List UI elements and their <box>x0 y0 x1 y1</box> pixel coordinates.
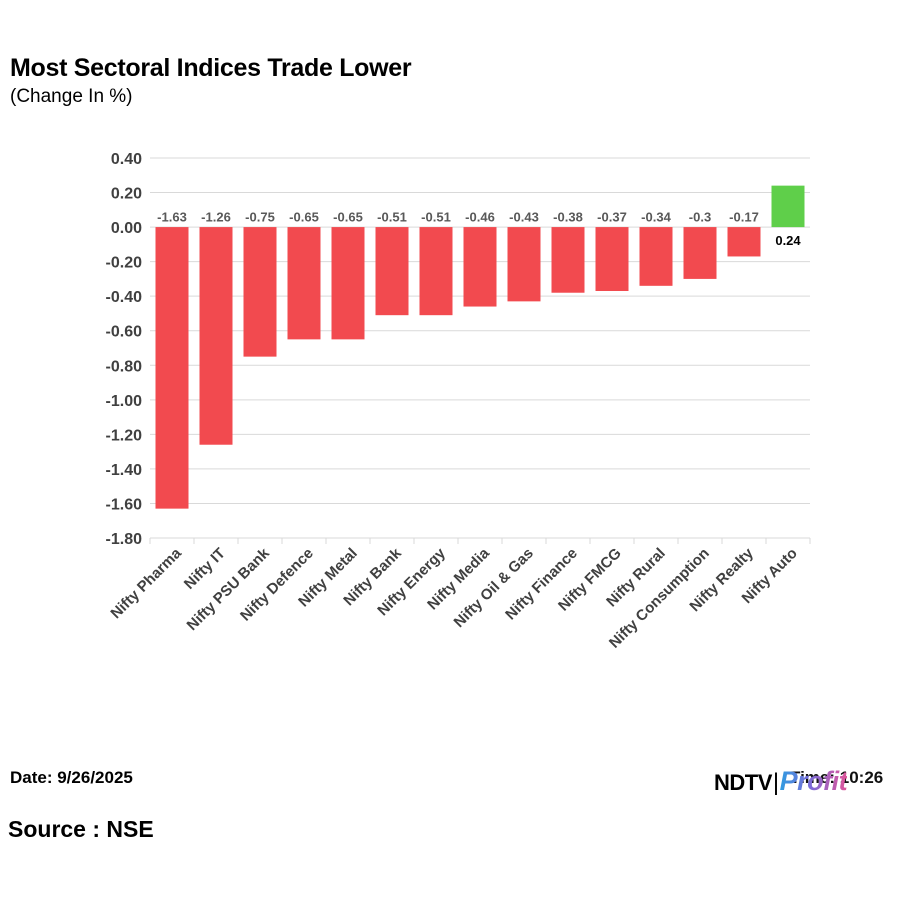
gridlines <box>149 157 811 544</box>
data-label: -0.38 <box>553 210 583 225</box>
bar-nifty-pharma <box>155 227 189 509</box>
data-label: -0.17 <box>729 210 759 225</box>
data-label: -1.26 <box>201 210 231 225</box>
logo-profit-text: Profit <box>779 766 848 796</box>
y-tick-label: -1.80 <box>106 531 143 548</box>
data-label: -1.63 <box>157 210 187 225</box>
date-label: Date: 9/26/2025 <box>10 768 133 787</box>
bar-nifty-psu-bank <box>243 227 277 357</box>
data-labels: -1.63 -1.26 -0.75 -0.65 -0.65 -0.51 -0.51 -0.46… <box>157 210 801 248</box>
y-tick-label: -1.00 <box>106 393 143 410</box>
data-label: -0.51 <box>377 210 407 225</box>
bar-nifty-it <box>199 227 233 445</box>
data-label: -0.46 <box>465 210 495 225</box>
bar-nifty-metal <box>331 227 365 340</box>
y-tick-label: -1.40 <box>106 462 143 479</box>
chart-title: Most Sectoral Indices Trade Lower <box>10 54 412 82</box>
y-tick-label: 0.20 <box>111 186 142 203</box>
bar-nifty-finance <box>551 227 585 293</box>
data-label: -0.65 <box>333 210 363 225</box>
y-tick-label: -1.20 <box>106 427 143 444</box>
bar-nifty-bank <box>375 227 409 316</box>
y-tick-label: -0.60 <box>106 324 143 341</box>
time-label: Time: 10:26 <box>790 768 884 787</box>
data-label: 0.24 <box>775 233 801 248</box>
bar-nifty-media <box>463 227 497 307</box>
data-label: -0.43 <box>509 210 539 225</box>
data-label: -0.75 <box>245 210 275 225</box>
chart-subtitle: (Change In %) <box>10 86 133 107</box>
y-tick-label: 0.00 <box>111 220 142 237</box>
y-tick-label: -0.40 <box>106 289 143 306</box>
data-label: -0.3 <box>689 210 711 225</box>
bar-nifty-energy <box>419 227 453 316</box>
y-tick-label: -1.60 <box>106 496 143 513</box>
bar-nifty-realty <box>727 227 761 257</box>
ndtv-profit-logo: NDTV|Profit <box>714 766 848 797</box>
data-label: -0.37 <box>597 210 627 225</box>
bar-nifty-oil-gas <box>507 227 541 302</box>
y-tick-label: 0.40 <box>111 151 142 168</box>
data-label: -0.51 <box>421 210 451 225</box>
source-label: Source : NSE <box>8 816 154 842</box>
data-label: -0.65 <box>289 210 319 225</box>
x-tick-label: Nifty Pharma <box>107 544 185 622</box>
y-axis-ticks: 0.40 0.20 0.00 -0.20 -0.40 -0.60 -0.80 -1.00 -1.… <box>106 151 143 548</box>
x-tick-label: Nifty Oil & Gas <box>451 545 537 631</box>
bar-nifty-consumption <box>683 227 717 279</box>
logo-separator: | <box>772 769 779 796</box>
bar-nifty-rural <box>639 227 673 286</box>
data-label: -0.34 <box>641 210 671 225</box>
bar-nifty-fmcg <box>595 227 629 291</box>
y-tick-label: -0.20 <box>106 255 143 272</box>
y-tick-label: -0.80 <box>106 358 143 375</box>
bar-nifty-auto <box>771 185 805 228</box>
bars <box>155 185 805 509</box>
logo-ndtv-text: NDTV <box>714 770 772 795</box>
bar-nifty-defence <box>287 227 321 340</box>
